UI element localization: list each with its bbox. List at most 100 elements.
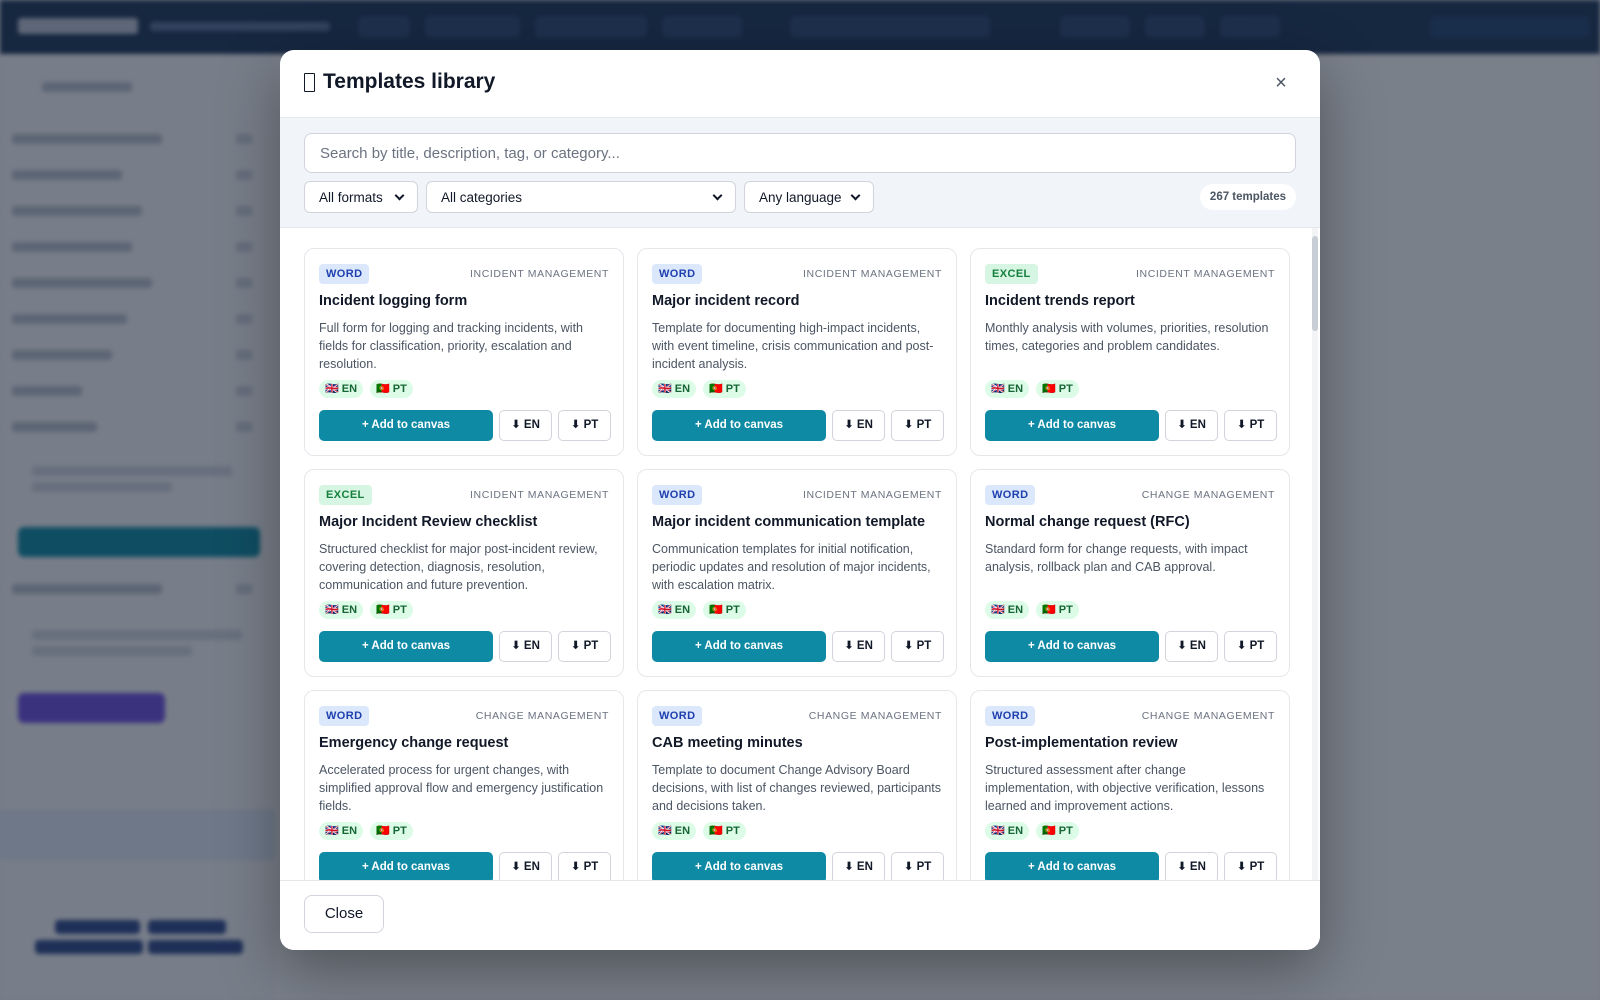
category-select-value: All categories xyxy=(441,189,523,205)
category-label: INCIDENT MANAGEMENT xyxy=(803,268,942,280)
download-en-button[interactable]: ⬇ EN xyxy=(499,852,552,880)
download-pt-button[interactable]: ⬇ PT xyxy=(891,852,944,880)
download-pt-button[interactable]: ⬇ PT xyxy=(1224,852,1277,880)
template-card: WORD INCIDENT MANAGEMENT Major incident … xyxy=(637,469,957,677)
language-tag-en: 🇬🇧 EN xyxy=(652,601,697,619)
download-en-button[interactable]: ⬇ EN xyxy=(832,852,885,880)
add-to-canvas-button[interactable]: + Add to canvas xyxy=(319,410,493,441)
language-tag-en: 🇬🇧 EN xyxy=(985,601,1030,619)
language-tags: 🇬🇧 EN 🇵🇹 PT xyxy=(985,380,1079,398)
card-actions: + Add to canvas ⬇ EN ⬇ PT xyxy=(319,852,611,880)
language-tag-pt: 🇵🇹 PT xyxy=(1036,380,1079,398)
language-tag-pt: 🇵🇹 PT xyxy=(370,601,413,619)
template-title: Post-implementation review xyxy=(985,735,1178,751)
category-label: INCIDENT MANAGEMENT xyxy=(803,489,942,501)
download-pt-button[interactable]: ⬇ PT xyxy=(558,631,611,662)
template-description: Monthly analysis with volumes, prioritie… xyxy=(985,321,1269,353)
template-card: WORD CHANGE MANAGEMENT CAB meeting minut… xyxy=(637,690,957,880)
chevron-down-icon xyxy=(850,190,861,200)
language-tags: 🇬🇧 EN 🇵🇹 PT xyxy=(319,380,413,398)
category-label: INCIDENT MANAGEMENT xyxy=(1136,268,1275,280)
language-tags: 🇬🇧 EN 🇵🇹 PT xyxy=(985,822,1079,840)
template-description: Structured checklist for major post-inci… xyxy=(319,542,598,592)
template-description: Template for documenting high-impact inc… xyxy=(652,321,934,371)
format-badge: EXCEL xyxy=(985,264,1038,284)
language-tag-en: 🇬🇧 EN xyxy=(319,601,364,619)
category-label: CHANGE MANAGEMENT xyxy=(475,710,609,722)
format-select[interactable]: All formats xyxy=(304,181,418,213)
download-en-button[interactable]: ⬇ EN xyxy=(1165,852,1218,880)
add-to-canvas-button[interactable]: + Add to canvas xyxy=(319,631,493,662)
add-to-canvas-button[interactable]: + Add to canvas xyxy=(319,852,493,880)
download-pt-button[interactable]: ⬇ PT xyxy=(558,852,611,880)
download-en-button[interactable]: ⬇ EN xyxy=(499,631,552,662)
add-to-canvas-button[interactable]: + Add to canvas xyxy=(652,410,826,441)
template-title: Major Incident Review checklist xyxy=(319,514,538,530)
modal-title: Templates library xyxy=(304,70,495,94)
template-title: Incident trends report xyxy=(985,293,1135,309)
card-actions: + Add to canvas ⬇ EN ⬇ PT xyxy=(652,631,944,662)
scrollbar-track[interactable] xyxy=(1312,228,1318,880)
template-description: Full form for logging and tracking incid… xyxy=(319,321,584,371)
template-card: WORD CHANGE MANAGEMENT Normal change req… xyxy=(970,469,1290,677)
download-en-button[interactable]: ⬇ EN xyxy=(1165,631,1218,662)
filter-bar: All formats All categories Any language … xyxy=(280,118,1320,228)
language-tag-en: 🇬🇧 EN xyxy=(319,822,364,840)
template-title: Major incident record xyxy=(652,293,800,309)
category-label: CHANGE MANAGEMENT xyxy=(1141,710,1275,722)
format-badge: WORD xyxy=(985,485,1036,505)
add-to-canvas-button[interactable]: + Add to canvas xyxy=(985,852,1159,880)
template-title: Normal change request (RFC) xyxy=(985,514,1190,530)
download-pt-button[interactable]: ⬇ PT xyxy=(891,410,944,441)
card-actions: + Add to canvas ⬇ EN ⬇ PT xyxy=(319,631,611,662)
template-title: Emergency change request xyxy=(319,735,509,751)
language-select[interactable]: Any language xyxy=(744,181,874,213)
language-tag-pt: 🇵🇹 PT xyxy=(703,601,746,619)
format-badge: WORD xyxy=(319,706,370,726)
close-button[interactable]: Close xyxy=(304,895,384,933)
card-actions: + Add to canvas ⬇ EN ⬇ PT xyxy=(652,410,944,441)
card-actions: + Add to canvas ⬇ EN ⬇ PT xyxy=(319,410,611,441)
download-pt-button[interactable]: ⬇ PT xyxy=(558,410,611,441)
modal-title-text: Templates library xyxy=(323,70,496,93)
format-badge: WORD xyxy=(985,706,1036,726)
format-badge: WORD xyxy=(319,264,370,284)
language-tags: 🇬🇧 EN 🇵🇹 PT xyxy=(652,601,746,619)
template-description: Standard form for change requests, with … xyxy=(985,542,1248,574)
format-select-value: All formats xyxy=(319,189,383,205)
download-pt-button[interactable]: ⬇ PT xyxy=(891,631,944,662)
add-to-canvas-button[interactable]: + Add to canvas xyxy=(985,410,1159,441)
format-badge: EXCEL xyxy=(319,485,372,505)
card-actions: + Add to canvas ⬇ EN ⬇ PT xyxy=(985,631,1277,662)
card-actions: + Add to canvas ⬇ EN ⬇ PT xyxy=(985,410,1277,441)
format-badge: WORD xyxy=(652,485,703,505)
language-tags: 🇬🇧 EN 🇵🇹 PT xyxy=(652,380,746,398)
download-en-button[interactable]: ⬇ EN xyxy=(832,410,885,441)
download-en-button[interactable]: ⬇ EN xyxy=(832,631,885,662)
format-badge: WORD xyxy=(652,706,703,726)
language-tag-en: 🇬🇧 EN xyxy=(319,380,364,398)
scrollbar-thumb[interactable] xyxy=(1312,236,1318,331)
download-pt-button[interactable]: ⬇ PT xyxy=(1224,631,1277,662)
download-pt-button[interactable]: ⬇ PT xyxy=(1224,410,1277,441)
add-to-canvas-button[interactable]: + Add to canvas xyxy=(985,631,1159,662)
download-en-button[interactable]: ⬇ EN xyxy=(1165,410,1218,441)
template-description: Accelerated process for urgent changes, … xyxy=(319,763,604,813)
add-to-canvas-button[interactable]: + Add to canvas xyxy=(652,852,826,880)
category-select[interactable]: All categories xyxy=(426,181,736,213)
template-description: Template to document Change Advisory Boa… xyxy=(652,763,942,813)
templates-library-modal: Templates library × All formats All cate… xyxy=(280,50,1320,950)
template-title: Incident logging form xyxy=(319,293,468,309)
add-to-canvas-button[interactable]: + Add to canvas xyxy=(652,631,826,662)
template-title: Major incident communication template xyxy=(652,514,926,530)
template-card: EXCEL INCIDENT MANAGEMENT Incident trend… xyxy=(970,248,1290,456)
language-tag-pt: 🇵🇹 PT xyxy=(703,822,746,840)
search-input[interactable] xyxy=(304,133,1296,173)
language-tag-en: 🇬🇧 EN xyxy=(985,822,1030,840)
category-label: CHANGE MANAGEMENT xyxy=(808,710,942,722)
format-badge: WORD xyxy=(652,264,703,284)
close-icon[interactable]: × xyxy=(1275,72,1287,94)
modal-header: Templates library × xyxy=(280,50,1320,118)
language-tags: 🇬🇧 EN 🇵🇹 PT xyxy=(319,601,413,619)
download-en-button[interactable]: ⬇ EN xyxy=(499,410,552,441)
